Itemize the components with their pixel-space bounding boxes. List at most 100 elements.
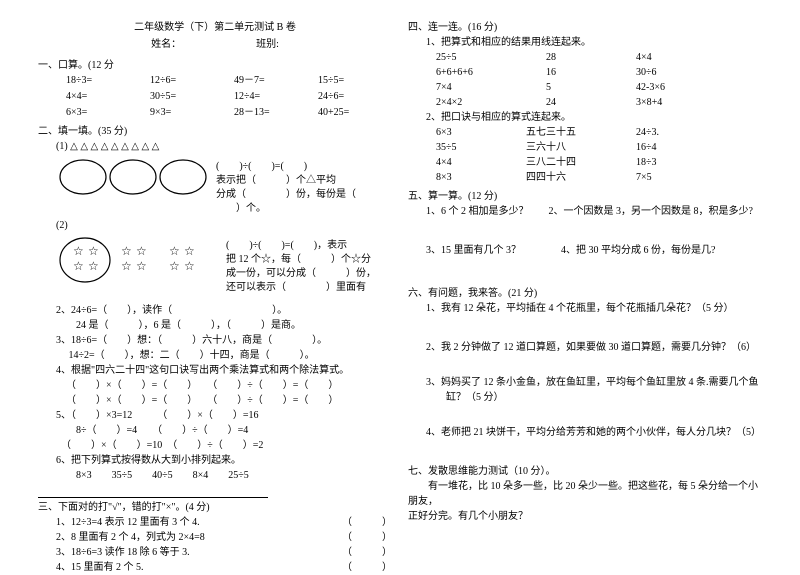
s6-q2: 2、我 2 分钟做了 12 道口算题，如果要做 30 道口算题，需要几分钟？（6…	[408, 340, 762, 355]
cell: 4×4	[636, 50, 652, 65]
svg-text:☆: ☆	[121, 244, 132, 258]
cell: 16÷4	[636, 140, 657, 155]
cell: 28－13=	[234, 105, 294, 120]
text-line: 还可以表示（ ）里面有	[226, 281, 376, 295]
right-column: 四、连一连。(16 分) 1、把算式和相应的结果用线连起来。 25÷5 28 4…	[400, 20, 770, 545]
s4-row: 4×4 三八二十四 18÷3	[408, 155, 762, 170]
s5-q1: 1、6 个 2 相加是多少？ 2、一个因数是 3，另一个因数是 8，积是多少?	[408, 204, 762, 219]
ovals-diagram: ( )÷( )=( ) 表示把（ ）个△平均 分成（ ）份，每份是（ ）个。	[58, 156, 392, 216]
cell: 16	[546, 65, 586, 80]
s2-q5b: 8÷（ ）=4 （ ）÷（ ）=4	[38, 423, 392, 438]
stars-diagram: ☆☆ ☆☆ ☆☆ ☆☆ ☆☆ ☆☆ ( )÷( )=( )，表示 把 12 个☆…	[58, 235, 392, 295]
svg-text:☆: ☆	[184, 259, 195, 273]
cell: 7×4	[436, 80, 496, 95]
svg-text:☆: ☆	[184, 244, 195, 258]
section-6: 六、有问题，我来答。(21 分) 1、我有 12 朵花，平均插在 4 个花瓶里，…	[408, 286, 762, 440]
cell: 40+25=	[318, 105, 378, 120]
cell: 6+6+6+6	[436, 65, 496, 80]
s2-q5: 5、（ ）×3=12 （ ）×（ ）=16	[38, 408, 392, 423]
s4-row: 8×3 四四十六 7×5	[408, 170, 762, 185]
cell: 8×3	[436, 170, 486, 185]
ovals-svg	[58, 156, 208, 198]
s2-q3a: 3、18÷6=（ ）想：（ ）六十八，商是（ ）。	[38, 333, 392, 348]
s2-p1-label: (1) △ △ △ △ △ △ △ △ △	[38, 139, 392, 154]
section-3-title: 三、下面对的打"√"，错的打"×"。(4 分)	[38, 500, 392, 515]
svg-text:☆: ☆	[169, 259, 180, 273]
cell: 35÷5	[436, 140, 486, 155]
s2-q4: 4、根据"四六二十四"这句口诀写出两个乘法算式和两个除法算式。	[38, 363, 392, 378]
cell: 24÷3.	[636, 125, 659, 140]
svg-text:☆: ☆	[136, 244, 147, 258]
s6-q1: 1、我有 12 朵花，平均插在 4 个花瓶里，每个花瓶插几朵花？（5 分）	[408, 301, 762, 316]
cell: 25÷5	[436, 50, 496, 65]
text-line: 成一份，可以分成（ ）份，	[226, 267, 376, 281]
section-4: 四、连一连。(16 分) 1、把算式和相应的结果用线连起来。 25÷5 28 4…	[408, 20, 762, 185]
text-line: 分成（ ）份，每份是（	[216, 188, 356, 202]
section-1: 一、口算。(12 分 18÷3= 12÷6= 49－7= 15÷5= 4×4= …	[38, 58, 392, 120]
cell: 6×3	[436, 125, 486, 140]
s7-q1a: 有一堆花，比 10 朵多一些，比 20 朵少一些。把这些花，每 5 朵分给一个小…	[408, 479, 762, 509]
svg-text:☆: ☆	[73, 259, 84, 273]
cell: 9×3=	[150, 105, 210, 120]
s3-row: 3、18÷6=3 读作 18 除 6 等于 3. （ ）	[38, 545, 392, 560]
s4-row: 7×4 5 42-3×6	[408, 80, 762, 95]
cell: 五七三十五	[526, 125, 596, 140]
s2-q4l1: （ ）×（ ）=（ ） （ ）÷（ ）=（ ）	[38, 378, 392, 393]
s3-end: （ ）	[342, 530, 392, 545]
s1-row: 4×4= 30÷5= 12÷4= 24÷6=	[38, 89, 392, 104]
cell: 三八二十四	[526, 155, 596, 170]
cell: 12÷4=	[234, 89, 294, 104]
s4-p2: 2、把口诀与相应的算式连起来。	[408, 110, 762, 125]
cell: 24÷6=	[318, 89, 378, 104]
s2-q5c: （ ）×（ ）=10 （ ）÷（ ）=2	[38, 438, 392, 453]
cell: 15÷5=	[318, 73, 378, 88]
text-line: 表示把（ ）个△平均	[216, 174, 356, 188]
divider-line	[38, 497, 268, 498]
s3-row: 4、15 里面有 2 个 5. （ ）	[38, 560, 392, 575]
cell: 7×5	[636, 170, 652, 185]
cell: 30÷6	[636, 65, 657, 80]
s2-q6l: 8×3 35÷5 40÷5 8×4 25÷5	[38, 468, 392, 483]
s5-q2: 3、15 里面有几个 3？ 4、把 30 平均分成 6 份，每份是几?	[408, 243, 762, 258]
s2-p2-label: (2)	[38, 218, 392, 233]
s6-q3a: 3、妈妈买了 12 条小金鱼，放在鱼缸里，平均每个鱼缸里放 4 条.需要几个鱼	[408, 375, 762, 390]
cell: 12÷6=	[150, 73, 210, 88]
s4-row: 2×4×2 24 3×8+4	[408, 95, 762, 110]
svg-text:☆: ☆	[73, 244, 84, 258]
s3-end: （ ）	[342, 515, 392, 530]
text-line: ）个。	[216, 202, 356, 216]
s4-row: 35÷5 三六十八 16÷4	[408, 140, 762, 155]
cell: 2×4×2	[436, 95, 496, 110]
svg-text:☆: ☆	[121, 259, 132, 273]
s4-row: 25÷5 28 4×4	[408, 50, 762, 65]
svg-text:☆: ☆	[136, 259, 147, 273]
header-fields: 姓名： 班别:	[38, 37, 392, 52]
cell: 28	[546, 50, 586, 65]
section-2-title: 二、填一填。(35 分)	[38, 124, 392, 139]
section-4-title: 四、连一连。(16 分)	[408, 20, 762, 35]
s3-q3: 3、18÷6=3 读作 18 除 6 等于 3.	[56, 545, 190, 560]
section-7: 七、发散思维能力测试（10 分）。 有一堆花，比 10 朵多一些，比 20 朵少…	[408, 464, 762, 524]
section-2: 二、填一填。(35 分) (1) △ △ △ △ △ △ △ △ △ ( )÷(…	[38, 124, 392, 483]
section-5-title: 五、算一算。(12 分)	[408, 189, 762, 204]
svg-text:☆: ☆	[88, 259, 99, 273]
cell: 5	[546, 80, 586, 95]
cell: 49－7=	[234, 73, 294, 88]
section-7-title: 七、发散思维能力测试（10 分）。	[408, 464, 762, 479]
class-label: 班别:	[256, 39, 279, 50]
s3-end: （ ）	[342, 545, 392, 560]
section-5: 五、算一算。(12 分) 1、6 个 2 相加是多少？ 2、一个因数是 3，另一…	[408, 189, 762, 258]
cell: 四四十六	[526, 170, 596, 185]
cell: 4×4=	[66, 89, 126, 104]
text-line: ( )÷( )=( )，表示	[226, 239, 376, 253]
ovals-text: ( )÷( )=( ) 表示把（ ）个△平均 分成（ ）份，每份是（ ）个。	[208, 156, 356, 216]
cell: 24	[546, 95, 586, 110]
s3-q1: 1、12÷3=4 表示 12 里面有 3 个 4.	[56, 515, 200, 530]
section-3: 三、下面对的打"√"，错的打"×"。(4 分) 1、12÷3=4 表示 12 里…	[38, 500, 392, 575]
s2-q4l2: （ ）×（ ）=（ ） （ ）÷（ ）=（ ）	[38, 393, 392, 408]
cell: 30÷5=	[150, 89, 210, 104]
cell: 18÷3	[636, 155, 657, 170]
s3-q4: 4、15 里面有 2 个 5.	[56, 560, 144, 575]
cell: 4×4	[436, 155, 486, 170]
s3-row: 2、8 里面有 2 个 4，列式为 2×4=8 （ ）	[38, 530, 392, 545]
